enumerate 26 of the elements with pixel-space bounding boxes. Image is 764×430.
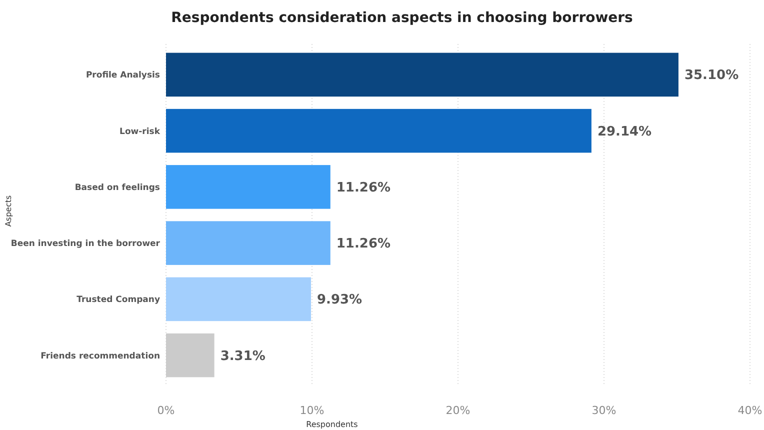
- y-tick-label: Low-risk: [120, 126, 160, 137]
- x-tick-label: 10%: [300, 404, 324, 417]
- bar: [166, 221, 330, 265]
- bar: [166, 165, 330, 209]
- bar: [166, 108, 592, 153]
- chart-title: Respondents consideration aspects in choosing borrowers: [171, 10, 633, 26]
- data-label: 11.26%: [336, 236, 391, 252]
- x-tick-label: 20%: [446, 404, 470, 417]
- y-axis-title: Aspects: [4, 195, 13, 227]
- y-tick-label: Trusted Company: [76, 295, 160, 306]
- x-tick-label: 0%: [157, 404, 175, 417]
- x-tick-label: 40%: [738, 404, 762, 417]
- data-label: 35.10%: [684, 68, 739, 84]
- x-axis-title: Respondents: [306, 420, 358, 429]
- y-tick-label: Based on feelings: [74, 182, 160, 193]
- y-tick-label: Friends recommendation: [40, 351, 160, 362]
- data-label: 3.31%: [220, 348, 266, 364]
- bar: [166, 277, 311, 322]
- bar: [166, 333, 214, 378]
- y-tick-label: Been investing in the borrower: [10, 239, 161, 250]
- data-label: 11.26%: [336, 180, 391, 196]
- x-tick-label: 30%: [592, 404, 616, 417]
- data-label: 9.93%: [316, 292, 362, 308]
- bar: [166, 52, 678, 97]
- y-tick-label: Profile Analysis: [86, 70, 160, 81]
- data-label: 29.14%: [597, 124, 652, 140]
